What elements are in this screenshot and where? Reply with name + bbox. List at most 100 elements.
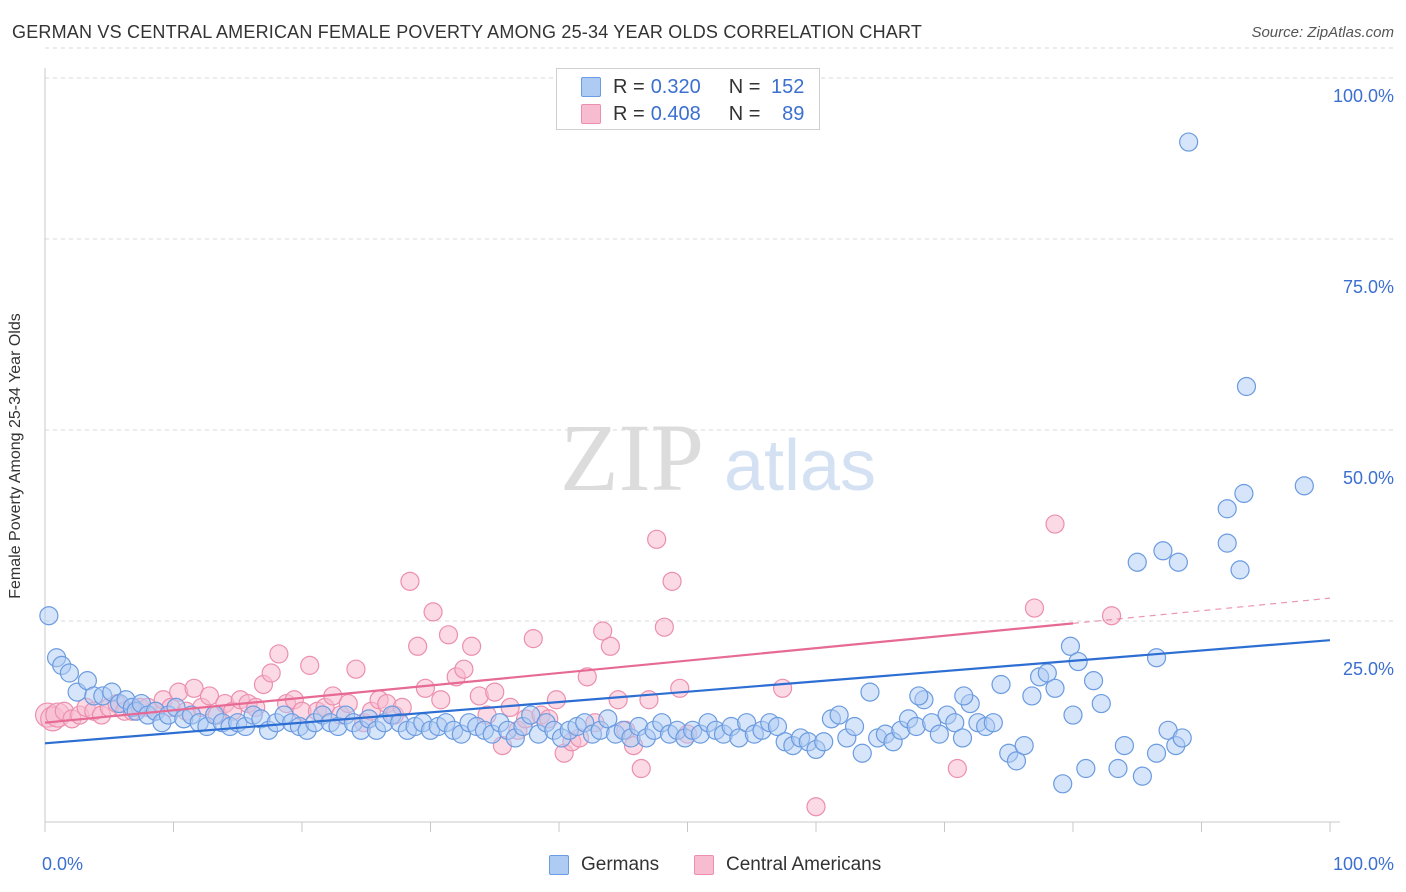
germans-r-value: 0.320 — [650, 75, 701, 98]
central-point — [772, 678, 793, 698]
germans-point — [59, 663, 80, 683]
central-point — [454, 659, 474, 679]
germans-points — [39, 132, 1314, 794]
central-point — [269, 644, 289, 664]
germans-point — [1006, 751, 1027, 771]
germans-point — [814, 732, 834, 752]
germans-point — [1083, 671, 1104, 691]
central-point — [600, 636, 621, 656]
central-point — [1024, 598, 1045, 618]
germans-point — [598, 709, 618, 729]
germans-point — [952, 728, 973, 748]
germans-point — [1236, 376, 1257, 397]
germans-point — [1108, 758, 1128, 779]
stats-legend: R = 0.320 N = 152 R = 0.408 N = 89 — [556, 68, 820, 130]
germans-point — [1053, 774, 1073, 794]
source-label: Source: ZipAtlas.com — [1251, 24, 1394, 41]
central-point — [408, 636, 428, 656]
germans-point — [1146, 648, 1167, 668]
germans-point — [1230, 560, 1250, 580]
y-tick-75: 75.0% — [1342, 277, 1394, 297]
germans-r-label: R = — [613, 75, 645, 98]
central-point — [654, 617, 674, 637]
germans-point — [1132, 766, 1152, 786]
germans-point — [1217, 499, 1237, 519]
legend-germans-swatch — [549, 855, 569, 875]
legend-central: Central Americans — [694, 852, 881, 878]
central-n-label: N = — [728, 102, 761, 125]
germans-point — [1022, 686, 1042, 706]
x-tick-max: 100.0% — [1332, 854, 1394, 874]
legend-germans: Germans — [549, 852, 659, 878]
legend-central-swatch — [694, 855, 714, 875]
central-point — [261, 663, 281, 683]
germans-point — [844, 716, 865, 737]
trend-lines — [44, 597, 1331, 745]
central-point — [806, 797, 826, 817]
central-point — [438, 625, 459, 645]
germans-point — [1045, 678, 1065, 698]
central-point — [462, 636, 482, 656]
germans-point — [1146, 743, 1167, 763]
germans-point — [909, 686, 929, 706]
axes — [44, 68, 1340, 832]
germans-point — [1234, 483, 1254, 504]
germans-point — [1172, 728, 1192, 748]
central-point — [662, 571, 682, 591]
central-point — [631, 758, 651, 779]
x-tick-min: 0.0% — [42, 854, 84, 874]
germans-point — [983, 713, 1003, 733]
germans-point — [1076, 758, 1096, 779]
germans-trend-line — [44, 639, 1331, 745]
central-r-value: 0.408 — [650, 102, 701, 125]
germans-point — [1168, 552, 1188, 572]
central-point — [1101, 606, 1122, 626]
central-americans-points — [34, 514, 1122, 817]
central-point — [1045, 514, 1065, 534]
germans-point — [929, 724, 949, 744]
germans-n-value: 152 — [771, 75, 805, 98]
germans-point — [1060, 636, 1081, 656]
germans-point — [1153, 541, 1173, 561]
watermark-zip: ZIP — [560, 404, 704, 511]
legend-germans-label: Germans — [581, 854, 660, 875]
central-point — [546, 690, 567, 710]
watermark: ZIP atlas — [560, 404, 876, 511]
germans-point — [767, 716, 788, 737]
legend-central-label: Central Americans — [726, 854, 882, 875]
central-r-label: R = — [613, 102, 645, 125]
central-swatch — [581, 104, 601, 124]
central-point — [300, 655, 320, 675]
germans-point — [954, 686, 974, 706]
germans-point — [1127, 552, 1147, 572]
germans-point — [39, 606, 59, 626]
central-trend-line — [44, 622, 1074, 724]
germans-point — [852, 743, 872, 763]
germans-point — [945, 713, 965, 733]
germans-point — [521, 705, 541, 725]
germans-point — [1114, 735, 1135, 756]
central-point — [346, 659, 366, 679]
central-point — [431, 690, 451, 710]
germans-n-label: N = — [728, 75, 761, 98]
y-tick-25: 25.0% — [1342, 659, 1394, 679]
germans-point — [860, 682, 880, 702]
central-point — [400, 571, 420, 591]
central-point — [184, 678, 204, 698]
germans-point — [1217, 533, 1237, 553]
central-point — [670, 678, 690, 698]
central-point — [947, 758, 967, 779]
germans-point — [1037, 663, 1057, 683]
legend-row-central: R = 0.408 N = 89 — [581, 102, 804, 126]
germans-point — [1179, 132, 1199, 152]
legend-row-germans: R = 0.320 N = 152 — [581, 75, 804, 99]
y-tick-50: 50.0% — [1342, 468, 1394, 488]
y-tick-100: 100.0% — [1332, 86, 1394, 106]
germans-point — [1063, 705, 1083, 725]
central-point — [577, 667, 597, 687]
central-point — [423, 602, 443, 622]
central-point — [485, 682, 505, 702]
central-point — [415, 678, 435, 698]
germans-point — [1014, 735, 1034, 756]
